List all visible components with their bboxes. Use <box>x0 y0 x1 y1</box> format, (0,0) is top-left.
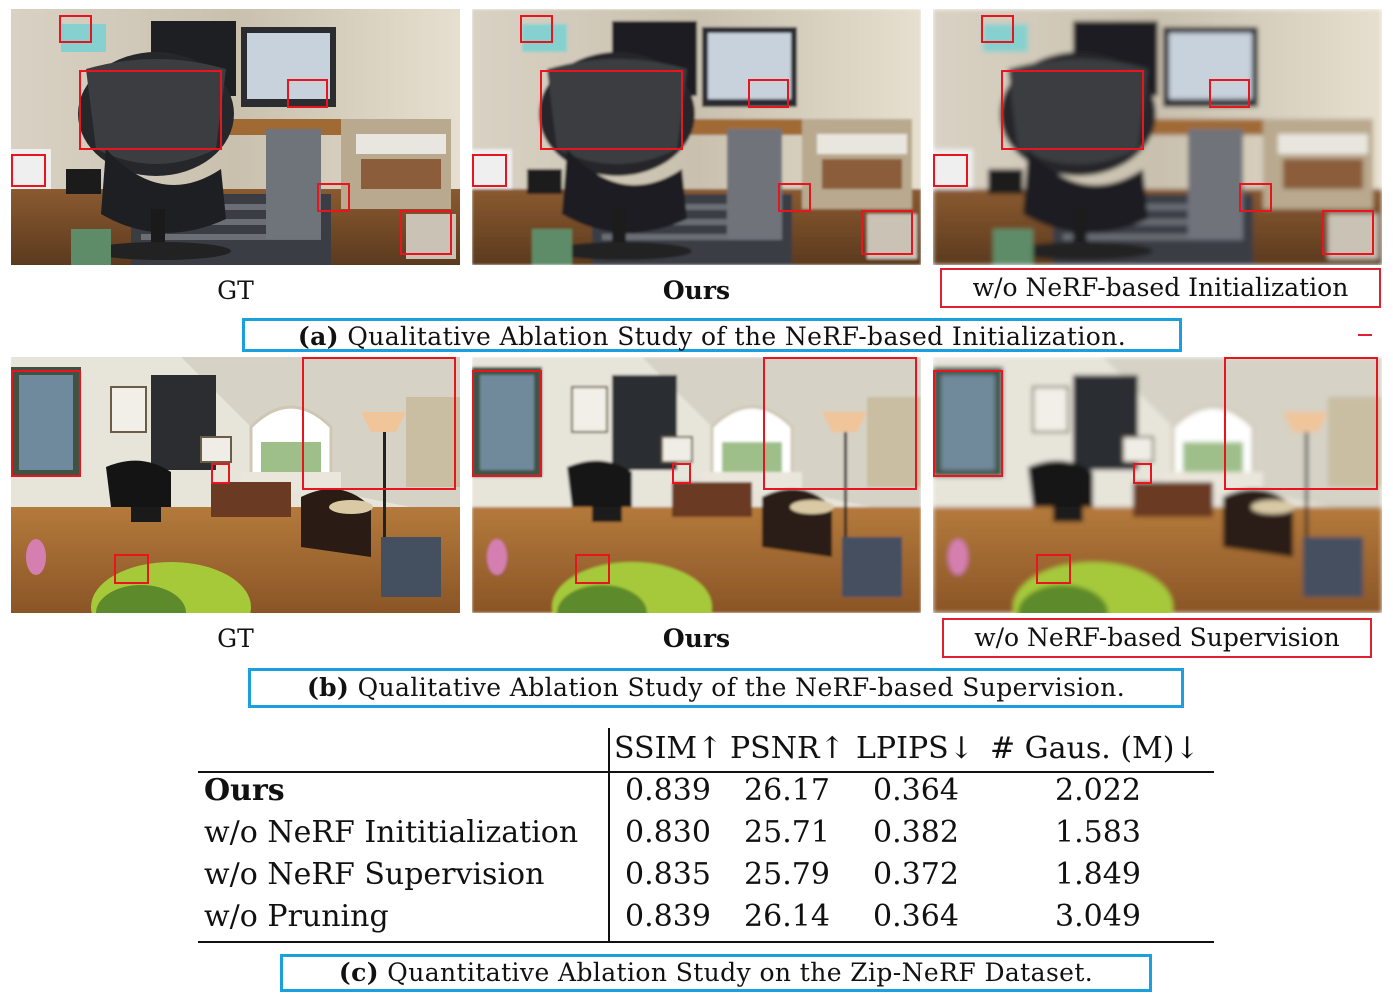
header-lpips: LPIPS↓ <box>856 731 974 766</box>
label-gt-b: GT <box>217 624 254 653</box>
panel-a-zoom-box <box>1001 70 1144 150</box>
table-row-label: w/o Pruning <box>204 899 389 934</box>
panel-b-zoom-box <box>11 370 81 477</box>
panel-b-zoom-box <box>763 357 917 490</box>
panel-b-zoom-box <box>933 370 1003 477</box>
table-cell: 26.14 <box>744 899 830 934</box>
caption-b: (b) Qualitative Ablation Study of the Ne… <box>248 668 1184 708</box>
table-cell: 0.835 <box>625 857 711 892</box>
caption-c: (c) Quantitative Ablation Study on the Z… <box>280 954 1152 992</box>
table-cell: 26.17 <box>744 773 830 808</box>
panel-b-zoom-box <box>1224 357 1378 490</box>
panel-a-zoom-box <box>981 15 1014 43</box>
header-gaussians: # Gaus. (M)↓ <box>990 731 1200 766</box>
panel-a-zoom-box <box>1239 183 1272 212</box>
panel-a-zoom-box <box>400 210 452 255</box>
label-ablation-a: w/o NeRF-based Initialization <box>940 268 1381 308</box>
panel-a-zoom-box <box>933 154 968 187</box>
panel-a-zoom-box <box>748 79 789 108</box>
panel-a-zoom-box <box>317 183 350 212</box>
table-cell: 1.849 <box>1055 857 1141 892</box>
panel-a-photo-ours <box>472 9 921 265</box>
panel-b-photo-ours <box>472 357 921 613</box>
panel-a-zoom-box <box>287 79 328 108</box>
table-cell: 0.364 <box>873 899 959 934</box>
panel-b-zoom-box <box>1133 463 1152 484</box>
panel-b-zoom-box <box>302 357 456 490</box>
caption-a-text: Qualitative Ablation Study of the NeRF-b… <box>347 322 1127 351</box>
table-cell: 0.372 <box>873 857 959 892</box>
panel-a-photo-gt <box>11 9 460 265</box>
panel-b-zoom-box <box>1036 554 1071 584</box>
caption-a: (a) Qualitative Ablation Study of the Ne… <box>242 318 1182 352</box>
panel-b-photo-gt <box>11 357 460 613</box>
table-cell: 0.839 <box>625 773 711 808</box>
caption-b-tag: (b) <box>306 673 350 702</box>
panel-b-zoom-box <box>575 554 610 584</box>
header-ssim: SSIM↑ <box>614 731 723 766</box>
table-vrule <box>608 728 610 942</box>
table-cell: 0.382 <box>873 815 959 850</box>
table-row-label: w/o NeRF Inititialization <box>204 815 579 850</box>
label-gt-a: GT <box>217 276 254 305</box>
panel-a-zoom-box <box>11 154 46 187</box>
panel-a-photo-ablation <box>933 9 1382 265</box>
label-ours-a: Ours <box>662 276 731 305</box>
panel-a-zoom-box <box>59 15 92 43</box>
table-cell: 0.364 <box>873 773 959 808</box>
panel-b-zoom-box <box>672 463 691 484</box>
panel-a-zoom-box <box>778 183 811 212</box>
table-cell: 25.71 <box>744 815 830 850</box>
table-cell: 25.79 <box>744 857 830 892</box>
table-bottom-rule <box>198 941 1214 943</box>
table-cell: 3.049 <box>1055 899 1141 934</box>
table-header-rule <box>198 771 1214 773</box>
table-row-label: Ours <box>204 773 285 808</box>
panel-a-zoom-box <box>1209 79 1250 108</box>
panel-a-zoom-box <box>1322 210 1374 255</box>
panel-a-zoom-box <box>520 15 553 43</box>
header-psnr: PSNR↑ <box>730 731 845 766</box>
caption-a-tag: (a) <box>297 322 339 351</box>
caption-b-text: Qualitative Ablation Study of the NeRF-b… <box>357 673 1126 702</box>
table-cell: 0.839 <box>625 899 711 934</box>
red-dash-mark <box>1358 334 1372 336</box>
table-row-label: w/o NeRF Supervision <box>204 857 545 892</box>
caption-c-text: Quantitative Ablation Study on the Zip-N… <box>387 958 1094 987</box>
table-cell: 1.583 <box>1055 815 1141 850</box>
panel-b-zoom-box <box>211 463 230 484</box>
label-ours-b: Ours <box>662 624 731 653</box>
label-ablation-b: w/o NeRF-based Supervision <box>942 618 1372 658</box>
panel-a-zoom-box <box>472 154 507 187</box>
panel-a-zoom-box <box>861 210 913 255</box>
caption-c-tag: (c) <box>338 958 379 987</box>
table-cell: 2.022 <box>1055 773 1141 808</box>
panel-a-zoom-box <box>540 70 683 150</box>
panel-b-zoom-box <box>114 554 149 584</box>
panel-b-photo-ablation <box>933 357 1382 613</box>
table-cell: 0.830 <box>625 815 711 850</box>
panel-b-zoom-box <box>472 370 542 477</box>
panel-a-zoom-box <box>79 70 222 150</box>
